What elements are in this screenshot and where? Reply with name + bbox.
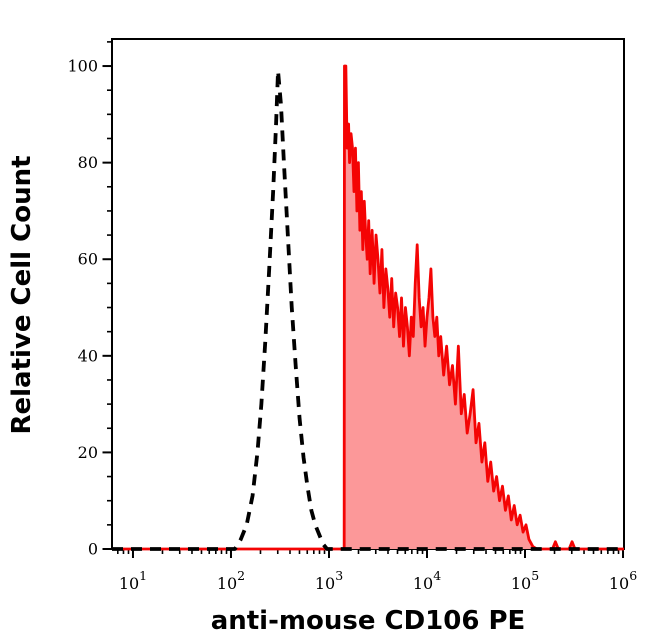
x-axis-tick-label: 104: [413, 568, 441, 593]
x-axis-tick-label: 101: [119, 568, 147, 593]
x-axis-title: anti-mouse CD106 PE: [211, 606, 526, 636]
y-axis-tick-label: 100: [67, 57, 98, 76]
y-axis-tick-label: 20: [78, 443, 98, 462]
x-axis-tick-label: 106: [609, 568, 637, 593]
series-layer: [112, 64, 624, 551]
stained-histogram-fill: [112, 66, 624, 550]
y-axis-tick-label: 60: [78, 250, 98, 269]
stained-histogram-line: [112, 64, 624, 551]
y-axis-title: Relative Cell Count: [7, 155, 37, 434]
x-axis-tick-label: 102: [217, 568, 245, 593]
y-axis-tick-label: 40: [78, 346, 98, 365]
y-axis-tick-label: 80: [78, 153, 98, 172]
tick-label-layer: 101 102 103 104 105 106 0 20 40 60 80 100: [67, 57, 637, 593]
x-axis-tick-label: 103: [315, 568, 343, 593]
x-axis-tick-label: 105: [511, 568, 539, 593]
control-histogram-dashed-line: [112, 68, 624, 551]
y-axis-tick-label: 0: [88, 540, 98, 559]
